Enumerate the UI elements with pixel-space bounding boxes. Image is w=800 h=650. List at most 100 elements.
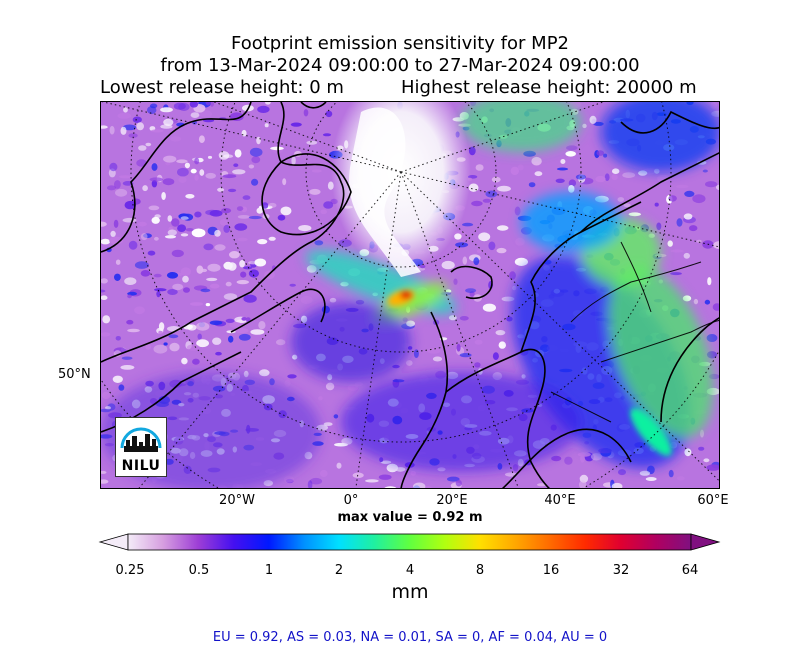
field-speckle <box>582 123 587 129</box>
field-speckle <box>448 315 457 321</box>
field-speckle <box>140 233 148 241</box>
field-speckle <box>168 334 179 339</box>
field-speckle <box>245 317 251 322</box>
field-speckle <box>531 156 542 166</box>
field-speckle <box>243 266 253 270</box>
field-speckle <box>311 169 322 173</box>
field-maximum <box>387 289 672 456</box>
field-speckle <box>180 216 189 220</box>
field-speckle <box>228 335 234 343</box>
field-speckle <box>121 356 133 360</box>
field-speckle <box>568 179 577 187</box>
colorbar-tick-3: 2 <box>334 563 344 578</box>
field-speckle <box>462 222 474 227</box>
field-speckle <box>140 270 151 277</box>
field-speckle <box>199 110 213 118</box>
colorbar-tick-6: 16 <box>542 563 560 578</box>
field-speckle <box>402 317 408 322</box>
field-speckle <box>120 126 127 135</box>
field-speckle <box>173 102 186 110</box>
field-speckle <box>318 396 323 401</box>
field-speckle <box>319 469 328 478</box>
field-speckle <box>181 357 188 365</box>
field-speckle <box>413 349 419 358</box>
colorbar-unit: mm <box>391 581 429 603</box>
field-speckle <box>161 192 166 200</box>
field-speckle <box>264 123 269 128</box>
field-speckle <box>698 446 705 451</box>
field-speckle <box>384 486 397 488</box>
field-speckle <box>205 303 211 307</box>
field-speckle <box>656 222 662 231</box>
field-speckle <box>611 174 618 181</box>
field-speckle <box>234 223 248 231</box>
lon-tick-0: 0° <box>343 493 359 508</box>
field-speckle <box>101 278 108 284</box>
field-speckle <box>241 317 247 321</box>
field-speckle <box>164 235 177 239</box>
field-speckle <box>257 239 268 245</box>
max-value-label: max value = 0.92 m <box>337 510 483 525</box>
field-speckle <box>257 105 270 113</box>
field-speckle <box>406 320 415 327</box>
field-speckle <box>565 151 576 157</box>
field-speckle <box>158 330 163 335</box>
field-speckle <box>217 187 225 192</box>
field-speckle <box>235 328 249 334</box>
field-speckle <box>268 202 277 208</box>
field-speckle <box>468 146 476 156</box>
field-speckle <box>517 164 524 171</box>
field-speckle <box>101 125 108 129</box>
nilu-logo-icon <box>120 427 162 452</box>
field-speckle <box>521 374 526 379</box>
field-speckle <box>447 476 460 482</box>
field-speckle <box>645 477 657 481</box>
field-speckle <box>682 295 692 302</box>
field-speckle <box>183 287 190 293</box>
field-speckle <box>166 272 179 279</box>
borders <box>550 241 719 423</box>
field-speckle <box>128 133 138 138</box>
field-speckle <box>323 201 334 209</box>
field-speckle <box>250 329 265 335</box>
field-speckle <box>229 251 240 259</box>
field-speckle <box>178 176 187 183</box>
field-speckle <box>123 107 128 113</box>
field-speckle <box>618 469 626 476</box>
field-speckle <box>236 206 244 211</box>
field-speckle <box>577 452 591 457</box>
field-speckle <box>676 218 683 227</box>
field-speckle <box>596 150 605 156</box>
field-speckle <box>214 244 226 251</box>
field-speckle <box>194 157 200 165</box>
field-speckle <box>205 209 219 216</box>
field-speckle <box>101 332 111 337</box>
field-speckle <box>303 109 309 117</box>
field-speckle <box>441 260 455 270</box>
field-speckle <box>186 344 200 351</box>
field-speckle <box>551 455 562 462</box>
field-speckle <box>151 163 158 171</box>
region-stats: EU = 0.92, AS = 0.03, NA = 0.01, SA = 0,… <box>212 630 608 645</box>
field-speckle <box>122 217 137 223</box>
field-speckle <box>322 133 332 137</box>
field-speckle <box>200 288 211 293</box>
field-speckle <box>153 344 168 354</box>
colorbar-over-extension <box>690 533 721 551</box>
field-speckle <box>249 147 263 157</box>
field-speckle <box>101 479 109 484</box>
field-speckle <box>251 156 261 164</box>
field-speckle <box>298 225 312 232</box>
field-speckle <box>102 315 111 324</box>
field-speckle <box>189 102 199 108</box>
field-speckle <box>189 302 204 306</box>
field-speckle <box>209 102 215 107</box>
field-speckle <box>595 175 606 183</box>
field-speckle <box>504 472 518 477</box>
field-speckle <box>706 351 718 359</box>
field-speckle <box>482 303 496 312</box>
field-speckle <box>473 257 480 266</box>
field-speckle <box>110 230 116 237</box>
field-speckle <box>258 321 266 330</box>
field-speckle <box>289 283 296 287</box>
